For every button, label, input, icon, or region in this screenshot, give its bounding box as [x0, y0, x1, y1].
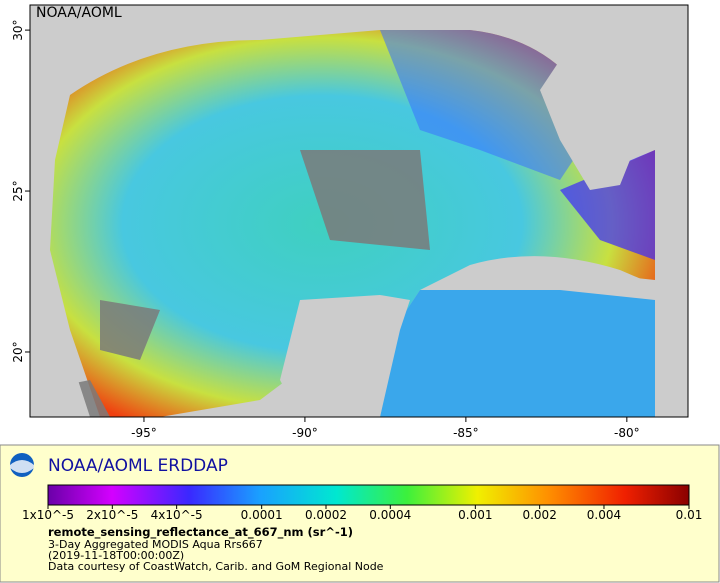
dataset-name: 3-Day Aggregated MODIS Aqua Rrs667 [48, 538, 263, 551]
map-label: NOAA/AOML [36, 5, 122, 21]
colorbar-tick-label: 0.001 [458, 508, 492, 522]
lon-tick-label: -85° [453, 426, 479, 440]
east-gulf-data [380, 30, 600, 180]
colorbar-tick-label: 2x10^-5 [86, 508, 138, 522]
lon-tick-label: -95° [131, 426, 157, 440]
colorbar-tick-label: 0.0004 [369, 508, 411, 522]
florida [540, 60, 630, 190]
colorbar-tick-label: 0.004 [587, 508, 621, 522]
lat-tick-label: 30° [11, 19, 25, 40]
credit: Data courtesy of CoastWatch, Carib. and … [48, 560, 384, 573]
colorbar-tick-label: 0.002 [522, 508, 556, 522]
colorbar [47, 484, 690, 506]
map [30, 5, 688, 417]
colorbar-tick-label: 0.0002 [305, 508, 347, 522]
bahamas-data [560, 150, 655, 260]
colorbar-tick-label: 4x10^-5 [151, 508, 203, 522]
legend-box [0, 444, 720, 583]
north-coast [30, 5, 688, 90]
time-stamp: (2019-11-18T00:00:00Z) [48, 549, 184, 562]
cuba [470, 256, 655, 292]
lat-tick-label: 25° [11, 180, 25, 201]
lat-tick-label: 20° [11, 341, 25, 362]
lon-tick-label: -90° [292, 426, 318, 440]
variable-name: remote_sensing_reflectance_at_667_nm (sr… [48, 525, 353, 540]
legend-brand: NOAA/AOML ERDDAP [48, 456, 228, 476]
mexico [30, 90, 90, 417]
map-frame [29, 4, 689, 418]
caribbean-data [380, 290, 655, 417]
east-land [655, 5, 688, 417]
colorbar-tick-label: 0.0001 [241, 508, 283, 522]
no-data [40, 150, 430, 417]
colorbar-tick-label: 1x10^-5 [22, 508, 74, 522]
noaa-logo-bird [10, 460, 34, 473]
lon-tick-label: -80° [614, 426, 640, 440]
colorbar-tick-label: 0.01 [676, 508, 703, 522]
yucatan [280, 295, 410, 417]
